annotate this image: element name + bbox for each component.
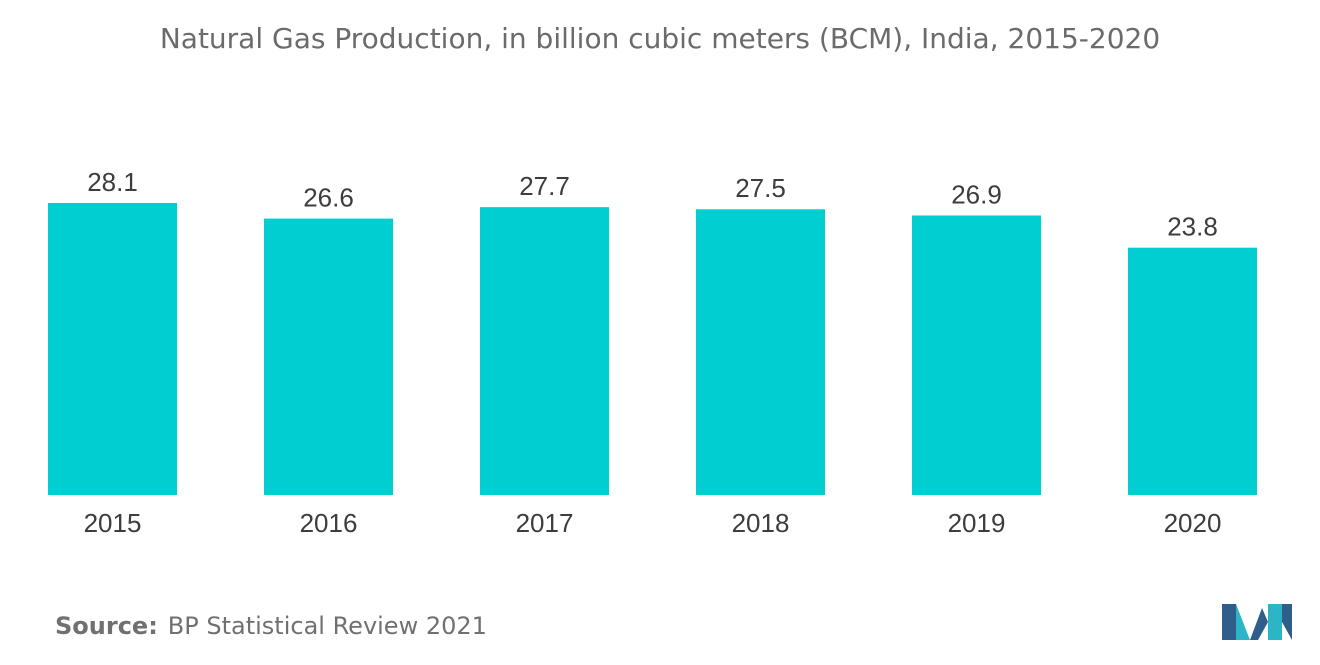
x-tick-label-2016: 2016 — [300, 508, 358, 538]
bar-2015 — [48, 203, 177, 495]
x-tick-label-2019: 2019 — [948, 508, 1006, 538]
x-tick-label-2020: 2020 — [1164, 508, 1222, 538]
source-text: BP Statistical Review 2021 — [167, 612, 487, 640]
bar-2017 — [480, 207, 609, 495]
data-label-2019: 26.9 — [951, 179, 1002, 209]
x-tick-label-2017: 2017 — [516, 508, 574, 538]
data-label-2015: 28.1 — [87, 167, 138, 197]
bar-2019 — [912, 215, 1041, 495]
data-label-2016: 26.6 — [303, 183, 354, 213]
data-label-2018: 27.5 — [735, 173, 786, 203]
bar-2018 — [696, 209, 825, 496]
bar-chart: 28.1 2015 26.6 2016 27.7 2017 27.5 2018 26.9 2019… — [48, 167, 1257, 538]
data-label-2017: 27.7 — [519, 171, 570, 201]
chart-title: Natural Gas Production, in billion cubic… — [159, 22, 1161, 55]
x-tick-label-2018: 2018 — [732, 508, 790, 538]
x-tick-label-2015: 2015 — [84, 508, 142, 538]
data-label-2020: 23.8 — [1167, 212, 1218, 242]
bar-2020 — [1128, 247, 1257, 495]
source-label: Source: — [55, 612, 158, 640]
bar-2016 — [264, 218, 393, 495]
mordor-intelligence-logo-icon — [1222, 604, 1292, 640]
source-note: Source: BP Statistical Review 2021 — [55, 612, 487, 640]
